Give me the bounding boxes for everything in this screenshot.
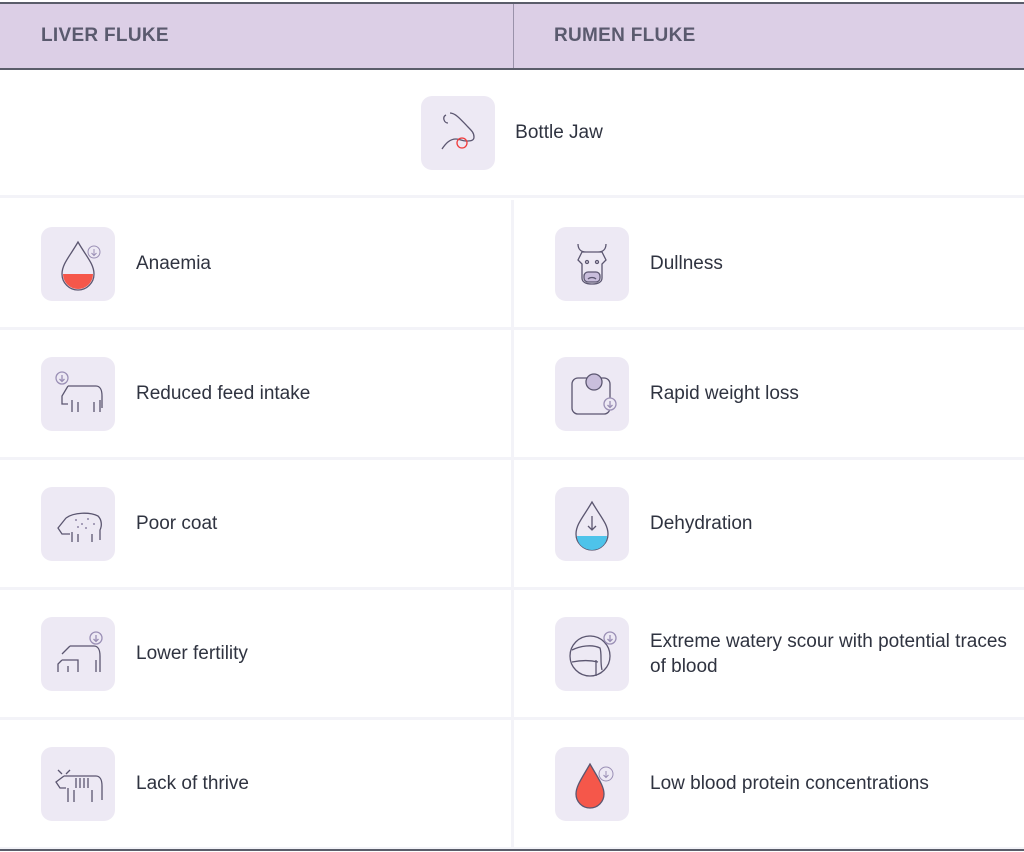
- scale-down-icon: [555, 356, 629, 431]
- symptom-label: Rapid weight loss: [650, 383, 799, 404]
- column-header-liver-fluke: LIVER FLUKE: [0, 4, 514, 68]
- cow-head-jaw-icon: [421, 95, 496, 170]
- symptom-label: Lack of thrive: [136, 773, 249, 794]
- thin-cow-icon: [41, 746, 115, 821]
- symptom-label: Extreme watery scour with potential trac…: [650, 630, 1007, 677]
- symptom-label: Reduced feed intake: [136, 383, 311, 404]
- shared-symptom-row: Bottle Jaw: [0, 70, 1024, 198]
- symptom-label: Bottle Jaw: [515, 122, 603, 143]
- cow-eating-down-icon: [41, 356, 115, 431]
- table-row: Lack of thrive Low blood protein concent…: [0, 720, 1024, 850]
- symptom-label: Anaemia: [136, 253, 211, 274]
- table-row: Lower fertility Extreme watery scour wit…: [0, 590, 1024, 720]
- table-row: Poor coat Dehydration: [0, 460, 1024, 590]
- blood-drop-full-icon: [555, 746, 629, 821]
- symptom-label: Poor coat: [136, 513, 218, 534]
- column-header-rumen-fluke: RUMEN FLUKE: [554, 25, 696, 46]
- table-row: Anaemia Dullness: [0, 200, 1024, 330]
- sad-cow-face-icon: [555, 226, 629, 301]
- symptom-label: Dullness: [650, 253, 723, 274]
- symptom-label: Dehydration: [650, 513, 753, 534]
- table-row: Reduced feed intake Rapid weight loss: [0, 330, 1024, 460]
- table-header: LIVER FLUKE RUMEN FLUKE: [0, 2, 1024, 70]
- cow-calf-down-icon: [41, 616, 115, 691]
- blood-drop-low-icon: [41, 226, 115, 301]
- cow-spotted-coat-icon: [41, 486, 115, 561]
- symptom-label: Lower fertility: [136, 643, 248, 664]
- water-drop-low-icon: [555, 486, 629, 561]
- table-bottom-border: [0, 849, 1024, 851]
- symptom-label: Low blood protein concentrations: [650, 773, 929, 794]
- cow-rear-scour-icon: [555, 616, 629, 691]
